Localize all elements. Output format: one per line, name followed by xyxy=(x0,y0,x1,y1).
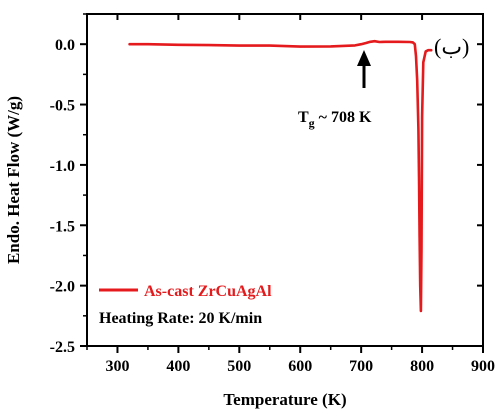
y-tick-label: -2.0 xyxy=(50,279,75,296)
x-axis-title: Temperature (K) xyxy=(223,390,346,409)
tg-annotation-rest: ~ 708 K xyxy=(315,109,372,126)
annotation-layer: Tg ~ 708 K xyxy=(298,50,372,130)
x-tick-label: 900 xyxy=(471,358,495,375)
x-tick-label: 600 xyxy=(288,358,312,375)
y-tick-label: -1.5 xyxy=(50,218,75,235)
y-tick-label: -1.0 xyxy=(50,158,75,175)
x-tick-label: 800 xyxy=(410,358,434,375)
x-tick-label: 400 xyxy=(166,358,190,375)
ticks-layer: 300 400 500 600 700 800 900 0.0 -0.5 -1.0 -1.5 -2.0… xyxy=(50,13,495,375)
series-layer xyxy=(128,39,433,313)
y-tick-label: 0.0 xyxy=(55,37,75,54)
tg-arrow-head xyxy=(357,50,371,66)
y-tick-label: -2.5 xyxy=(50,339,75,356)
y-tick-label: -0.5 xyxy=(50,98,75,115)
y-axis-title: Endo. Heat Flow (W/g) xyxy=(4,96,23,264)
panel-label: (ب) xyxy=(434,34,469,59)
legend-note: Heating Rate: 20 K/min xyxy=(99,310,262,327)
x-tick-label: 700 xyxy=(349,358,373,375)
legend: As-cast ZrCuAgAl Heating Rate: 20 K/min xyxy=(99,283,272,327)
tg-annotation-sub: g xyxy=(309,116,315,130)
series-line-as-cast-zrcuagal xyxy=(128,39,433,313)
x-tick-label: 500 xyxy=(227,358,251,375)
tg-annotation: Tg ~ 708 K xyxy=(298,109,372,130)
legend-label: As-cast ZrCuAgAl xyxy=(144,283,272,300)
tg-annotation-main: T xyxy=(298,109,309,126)
x-tick-label: 300 xyxy=(105,358,129,375)
plot-frame xyxy=(86,13,484,347)
